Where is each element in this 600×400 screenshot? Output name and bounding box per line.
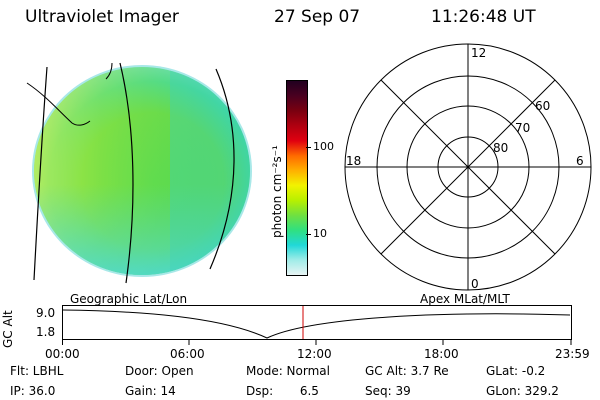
uv-image-disk bbox=[26, 62, 252, 284]
polar-label-70: 70 bbox=[515, 121, 530, 135]
polar-label-6: 6 bbox=[576, 154, 584, 168]
track-xtick-3: 18:00 bbox=[424, 347, 459, 361]
track-xtick-2: 12:00 bbox=[297, 347, 332, 361]
info-filter: Flt: LBHL bbox=[10, 364, 64, 378]
info-door: Door: Open bbox=[125, 364, 194, 378]
polar-label-0: 0 bbox=[471, 277, 479, 291]
info-gc-alt: GC Alt: 3.7 Re bbox=[365, 364, 449, 378]
image-date: 27 Sep 07 bbox=[274, 7, 361, 27]
info-gain: Gain: 14 bbox=[125, 384, 176, 398]
image-title: Ultraviolet Imager bbox=[25, 7, 179, 27]
polar-label-12: 12 bbox=[471, 46, 486, 60]
info-ip: IP: 36.0 bbox=[10, 384, 56, 398]
track-ytick-low: 1.8 bbox=[36, 325, 56, 339]
polar-label-18: 18 bbox=[346, 154, 361, 168]
track-xtick-0: 00:00 bbox=[45, 347, 80, 361]
colorbar-tick-10 bbox=[306, 234, 311, 235]
info-dsp: Dsp: 6.5 bbox=[246, 384, 319, 398]
info-seq: Seq: 39 bbox=[365, 384, 411, 398]
colorbar-label-10: 10 bbox=[313, 227, 327, 240]
colorbar bbox=[286, 80, 308, 276]
orbit-track-plot bbox=[62, 305, 572, 345]
colorbar-tick-100 bbox=[306, 147, 311, 148]
track-left-label: Geographic Lat/Lon bbox=[70, 292, 188, 306]
colorbar-units: photon cm⁻²s⁻¹ bbox=[270, 145, 284, 238]
info-glat: GLat: -0.2 bbox=[486, 364, 546, 378]
track-xtick-4: 23:59 bbox=[555, 347, 590, 361]
polar-label-80: 80 bbox=[493, 141, 508, 155]
track-ytick-high: 9.0 bbox=[36, 306, 56, 320]
polar-grid-plot: 12 18 6 0 60 70 80 bbox=[344, 43, 592, 291]
track-xtick-1: 06:00 bbox=[170, 347, 205, 361]
info-glon: GLon: 329.2 bbox=[486, 384, 559, 398]
track-axis-label: GC Alt bbox=[1, 310, 15, 348]
colorbar-label-100: 100 bbox=[313, 140, 334, 153]
polar-label-60: 60 bbox=[535, 99, 550, 113]
track-right-label: Apex MLat/MLT bbox=[420, 292, 510, 306]
image-time: 11:26:48 UT bbox=[431, 7, 536, 27]
info-mode: Mode: Normal bbox=[246, 364, 330, 378]
